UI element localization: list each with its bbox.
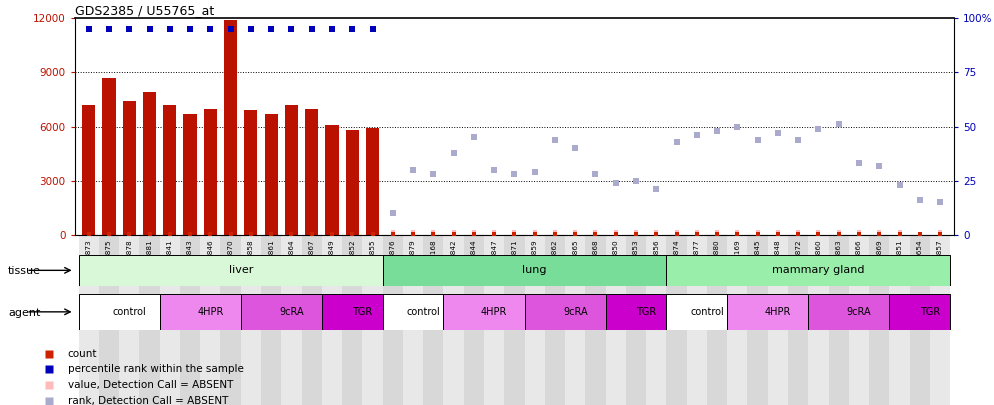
Text: TGR: TGR xyxy=(352,307,373,317)
Bar xyxy=(143,92,156,235)
Text: agent: agent xyxy=(8,308,41,318)
Bar xyxy=(808,235,829,405)
Bar xyxy=(79,255,383,286)
Bar xyxy=(160,294,241,330)
Bar xyxy=(322,235,342,405)
Bar xyxy=(98,235,119,405)
Text: TGR: TGR xyxy=(919,307,940,317)
Bar xyxy=(346,130,359,235)
Bar xyxy=(525,235,545,405)
Bar xyxy=(849,235,869,405)
Bar xyxy=(160,235,180,405)
Text: 4HPR: 4HPR xyxy=(197,307,224,317)
Bar xyxy=(423,235,443,405)
Bar xyxy=(241,294,322,330)
Text: 9cRA: 9cRA xyxy=(847,307,872,317)
Text: 9cRA: 9cRA xyxy=(279,307,304,317)
Text: control: control xyxy=(690,307,724,317)
Text: 4HPR: 4HPR xyxy=(764,307,791,317)
Bar xyxy=(545,235,565,405)
Text: lung: lung xyxy=(523,265,547,275)
Bar xyxy=(102,78,115,235)
Bar xyxy=(200,235,221,405)
Bar xyxy=(767,235,788,405)
Bar xyxy=(79,235,98,405)
Text: tissue: tissue xyxy=(8,266,41,275)
Bar xyxy=(829,235,849,405)
Bar xyxy=(264,114,277,235)
Bar xyxy=(241,235,261,405)
Text: GDS2385 / U55765_at: GDS2385 / U55765_at xyxy=(75,4,214,17)
Bar xyxy=(305,109,318,235)
Text: percentile rank within the sample: percentile rank within the sample xyxy=(68,364,244,374)
Bar xyxy=(890,294,950,330)
Bar xyxy=(869,235,890,405)
Bar xyxy=(363,235,383,405)
Bar xyxy=(565,235,585,405)
Bar xyxy=(261,235,281,405)
Bar xyxy=(707,235,728,405)
Bar xyxy=(383,235,403,405)
Text: mammary gland: mammary gland xyxy=(772,265,865,275)
Bar xyxy=(79,294,160,330)
Bar xyxy=(626,235,646,405)
Text: control: control xyxy=(407,307,440,317)
Bar xyxy=(163,105,176,235)
Bar xyxy=(585,235,605,405)
Text: liver: liver xyxy=(229,265,252,275)
Bar xyxy=(383,294,443,330)
Bar xyxy=(443,294,525,330)
Bar xyxy=(342,235,363,405)
Bar xyxy=(383,255,666,286)
Bar xyxy=(245,110,257,235)
Bar xyxy=(281,235,301,405)
Text: count: count xyxy=(68,349,97,358)
Bar xyxy=(119,235,139,405)
Bar xyxy=(605,294,666,330)
Bar xyxy=(728,294,808,330)
Bar xyxy=(666,235,687,405)
Bar xyxy=(322,294,383,330)
Bar xyxy=(808,294,890,330)
Bar xyxy=(403,235,423,405)
Bar xyxy=(484,235,504,405)
Bar xyxy=(504,235,525,405)
Bar xyxy=(728,235,747,405)
Bar xyxy=(224,20,238,235)
Bar xyxy=(366,128,379,235)
Bar xyxy=(646,235,666,405)
Bar xyxy=(464,235,484,405)
Bar xyxy=(910,235,930,405)
Text: 4HPR: 4HPR xyxy=(481,307,507,317)
Bar xyxy=(180,235,200,405)
Bar xyxy=(204,109,217,235)
Text: TGR: TGR xyxy=(636,307,656,317)
Bar xyxy=(285,105,298,235)
Bar xyxy=(83,105,95,235)
Bar xyxy=(666,255,950,286)
Bar xyxy=(443,235,464,405)
Bar xyxy=(301,235,322,405)
Text: control: control xyxy=(112,307,146,317)
Bar xyxy=(747,235,767,405)
Bar xyxy=(605,235,626,405)
Bar xyxy=(184,114,197,235)
Text: 9cRA: 9cRA xyxy=(563,307,587,317)
Bar xyxy=(221,235,241,405)
Text: value, Detection Call = ABSENT: value, Detection Call = ABSENT xyxy=(68,380,234,390)
Bar xyxy=(139,235,160,405)
Bar xyxy=(788,235,808,405)
Bar xyxy=(122,101,136,235)
Bar xyxy=(525,294,605,330)
Bar xyxy=(687,235,707,405)
Bar xyxy=(890,235,910,405)
Bar xyxy=(325,125,339,235)
Bar xyxy=(666,294,728,330)
Text: rank, Detection Call = ABSENT: rank, Detection Call = ABSENT xyxy=(68,396,229,405)
Bar xyxy=(930,235,950,405)
